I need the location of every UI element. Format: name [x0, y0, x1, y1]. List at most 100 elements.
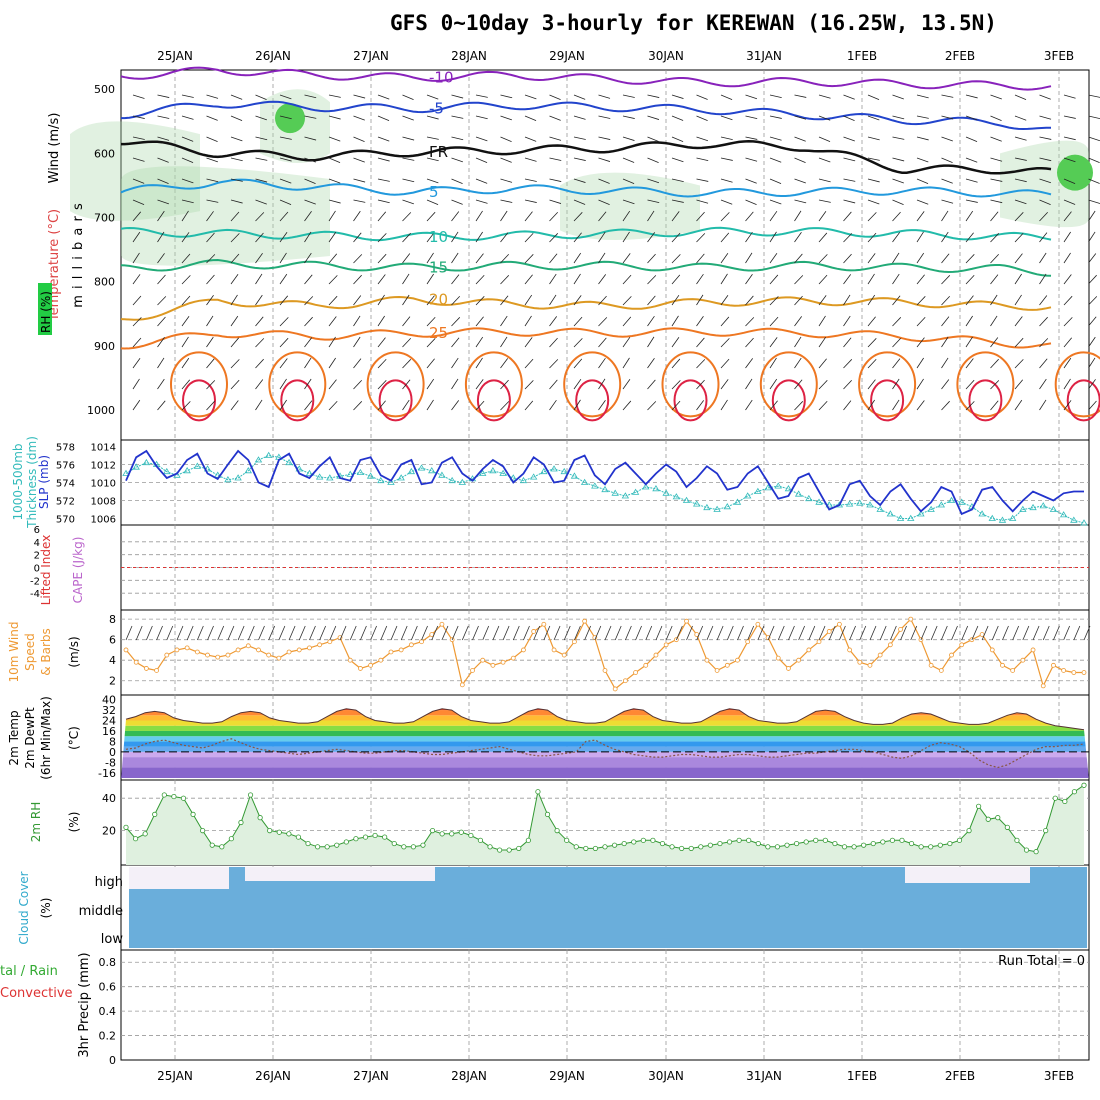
wind-barb	[671, 178, 684, 183]
wind-barb	[1088, 357, 1096, 369]
wind-barb	[622, 115, 635, 119]
wind-speed-point	[521, 647, 526, 653]
wind-speed-point	[164, 652, 170, 658]
wind-speed-point	[551, 647, 557, 653]
wind-barb	[230, 178, 243, 182]
wind-barb	[353, 157, 365, 163]
wind-barb	[206, 157, 218, 163]
wind-barb	[671, 254, 681, 264]
wind-barb	[671, 274, 681, 285]
wind-barb	[892, 273, 900, 285]
wind-speed-point	[572, 639, 577, 645]
wind-barb	[990, 337, 999, 348]
rh-point	[995, 815, 1001, 821]
wind-barb	[769, 316, 779, 327]
rh-point	[669, 844, 675, 850]
wind-barb	[475, 210, 483, 222]
rh-point	[803, 839, 809, 845]
wind-barb-10m	[339, 625, 347, 641]
thickness-point	[489, 467, 497, 474]
millibars-label: m i l l i b a r s	[71, 202, 86, 308]
wind-barb	[1014, 212, 1024, 222]
rh-point	[928, 844, 934, 850]
temp-tick: 0	[109, 746, 116, 759]
wind-barb	[769, 136, 782, 141]
wind-barb	[500, 275, 510, 285]
wind-barb	[1063, 357, 1072, 369]
wind-barb	[304, 231, 312, 243]
wind-barb-10m	[1063, 625, 1070, 641]
rh-point	[190, 811, 196, 818]
wind-barb	[892, 115, 905, 120]
wind-barb-10m	[370, 625, 377, 641]
temp-band	[121, 767, 1089, 778]
wind-barb-10m	[910, 625, 918, 641]
wind-barb	[402, 232, 411, 243]
wind-barb	[426, 252, 434, 264]
thickness-point	[570, 472, 579, 479]
thickness-point	[621, 492, 630, 499]
wind-barb	[206, 400, 215, 411]
wind-barb	[745, 295, 754, 306]
thickness-point	[815, 498, 823, 505]
wind-speed-point	[480, 657, 486, 663]
wind-barb	[132, 317, 142, 327]
top-date-label: 29JAN	[549, 49, 585, 63]
wind-barb	[990, 274, 999, 285]
thickness-point	[580, 478, 589, 485]
contour-line	[120, 226, 1052, 242]
rh-point	[592, 845, 599, 852]
wind-barb-10m	[207, 625, 214, 641]
thickness-point	[845, 500, 854, 507]
wind-barb	[867, 94, 880, 101]
wind-barb	[843, 94, 855, 100]
bottom-date-label: 1FEB	[847, 1069, 877, 1083]
rh-point	[937, 842, 943, 848]
thickness-tick: 570	[56, 515, 75, 526]
wind-barb	[622, 210, 631, 222]
li-tick: -2	[30, 576, 40, 587]
wind-barb	[843, 178, 856, 182]
rh-point	[736, 837, 742, 843]
wind-barb	[451, 115, 464, 119]
wind-barb	[353, 94, 366, 99]
wind-barb	[181, 157, 194, 163]
wind-barb	[1063, 252, 1071, 264]
temp-contour-35	[280, 379, 315, 422]
wind-barb	[279, 199, 292, 206]
wind-barb	[549, 94, 561, 100]
wind-barb	[524, 274, 533, 285]
thickness-point	[896, 514, 905, 521]
wind-barb-10m	[166, 625, 174, 641]
wind-barb	[328, 94, 341, 98]
wind-barb	[745, 136, 758, 140]
thickness-point	[703, 503, 711, 511]
wind-barb	[941, 357, 949, 369]
wind-barb	[328, 136, 341, 142]
wind-speed-point	[215, 654, 221, 660]
thickness-point	[193, 462, 202, 469]
thickness-point	[142, 458, 151, 466]
wind-barb	[524, 157, 537, 162]
wind-barb-10m	[1083, 625, 1091, 641]
rh-point	[257, 815, 263, 821]
thickness-tick: 576	[56, 461, 75, 472]
wind-barb	[255, 199, 267, 205]
wind-barb	[353, 199, 366, 203]
wind-barb	[696, 359, 706, 369]
wind-barb	[1014, 115, 1027, 121]
wind-barb	[230, 115, 243, 121]
rh-point	[324, 844, 330, 850]
wind-barb	[304, 400, 313, 411]
wind-barb	[720, 212, 730, 222]
wind-barb	[132, 199, 145, 205]
wind-barb	[892, 399, 900, 411]
thickness-point	[693, 500, 701, 507]
temp-contour-35	[673, 379, 708, 422]
wind-barb	[818, 232, 828, 243]
wind-speed-point	[898, 627, 903, 632]
temp-band	[121, 736, 1089, 742]
wind-speed-point	[388, 649, 394, 655]
temp-band	[121, 710, 1089, 716]
thickness-point	[1070, 516, 1078, 523]
